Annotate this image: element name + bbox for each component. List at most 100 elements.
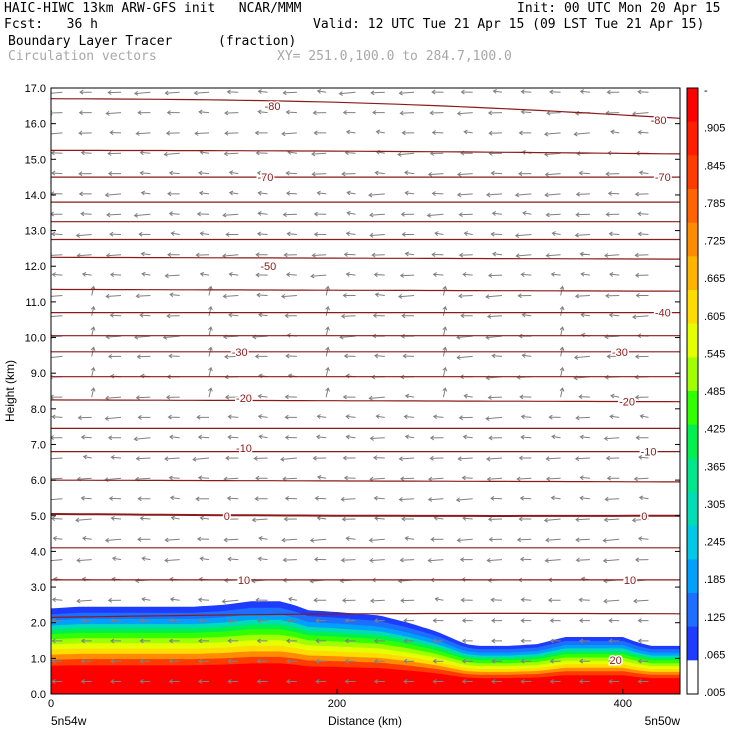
vector-arrow [559,326,565,337]
colorbar-label: - [704,85,708,97]
vector-arrow [606,353,620,359]
vector-arrow [170,515,180,521]
vector-arrow [434,596,444,602]
vector-arrow [311,252,327,258]
contour-line-12 [51,399,680,403]
vector-arrow [399,273,415,278]
colorbar-swatch [687,323,698,358]
vector-arrow [80,211,92,217]
vector-arrow [578,597,590,603]
vector-arrow [81,271,92,277]
vector-arrow [135,456,151,461]
vector-arrow [285,618,297,624]
vector-arrow [608,618,620,624]
vector-arrow [316,414,327,419]
vector-arrow [520,89,532,95]
vector-arrow [488,273,503,278]
vector-arrow [634,394,649,400]
vector-arrow [168,658,180,664]
vector-arrow [374,353,385,359]
vector-arrow [198,618,209,624]
vector-arrow [313,211,327,217]
vector-arrow [633,476,649,482]
vector-arrow [137,414,151,420]
vector-arrow [463,231,473,236]
vector-arrow [578,679,590,684]
vector-arrow [51,132,63,135]
vector-arrow [325,387,330,398]
vector-arrow [224,130,239,136]
vector-arrow [345,536,356,541]
vector-arrow [442,326,448,337]
colorbar-frame [686,87,699,695]
vector-arrow [462,515,473,521]
vector-arrow [545,253,561,258]
vector-arrow [315,679,327,684]
vector-arrow [163,151,180,157]
contour-label: 10 [238,575,250,587]
colorbar-swatch [687,660,698,695]
vector-arrow [549,638,561,644]
y-tick-label: 17.0 [25,83,46,95]
contour-line-19 [51,612,680,618]
vector-arrow [490,495,503,501]
vector-arrow [578,658,590,664]
vector-arrow [456,537,473,543]
cross-section-coords: XY= 251.0,100.0 to 284.7,100.0 [277,49,512,64]
vector-arrow [285,353,297,359]
vector-arrow [197,434,210,440]
contour-label: -30 [232,347,248,359]
vector-arrow [634,191,649,197]
vector-arrow [491,353,503,359]
vector-arrow [400,598,415,604]
vector-arrow [429,110,444,116]
vector-arrow [51,150,63,156]
vector-arrow [169,292,180,298]
vector-arrow [551,434,561,440]
vector-arrow [431,191,444,197]
vector-arrow [461,658,473,664]
circulation-vectors [51,88,649,684]
vector-arrow [258,536,268,541]
vector-arrow [575,517,590,522]
vector-arrow [456,111,473,116]
vector-arrow [194,131,210,136]
vector-arrow [226,89,239,95]
vector-arrow [463,129,473,135]
colorbar-label: .725 [704,236,725,248]
vector-arrow [208,387,213,398]
vector-arrow [196,536,210,542]
vector-arrow [343,353,356,359]
vector-arrow [257,211,268,216]
vector-arrow [431,89,444,95]
vector-arrow [603,517,620,523]
vector-arrow [610,393,620,399]
vector-arrow [227,679,239,684]
vector-arrow [107,90,122,95]
vector-arrow [199,515,210,521]
y-tick-label: 3.0 [31,582,46,594]
vector-arrow [609,414,620,419]
vector-arrow [490,170,503,176]
vector-arrow [208,305,213,316]
vector-arrow [165,130,180,136]
vector-arrow [251,517,268,523]
field-units: (fraction) [218,34,297,49]
vector-arrow [404,251,415,257]
vector-arrow [638,454,649,460]
vector-arrow [368,537,385,543]
vector-arrow [488,130,503,136]
vector-arrow [80,658,92,664]
vector-arrow [605,455,620,461]
vector-arrow [373,272,385,278]
vector-arrow [228,170,239,176]
vector-arrow [78,110,92,116]
vector-arrow [608,312,620,318]
vector-arrow [543,517,561,523]
vector-arrow [520,638,532,644]
vector-arrow [486,314,503,319]
colorbar-swatch [687,222,698,257]
vector-arrow [515,253,532,259]
vector-arrow [82,454,92,460]
vector-arrow [315,434,327,440]
